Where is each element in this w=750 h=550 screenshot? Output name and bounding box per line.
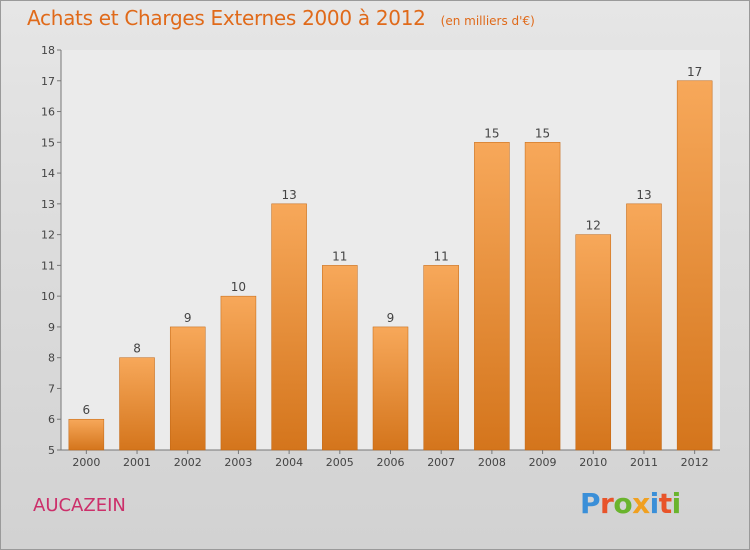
data-label: 17 <box>687 65 702 79</box>
bar <box>220 295 257 451</box>
x-tick-label: 2004 <box>275 456 303 469</box>
data-label: 15 <box>535 126 550 140</box>
data-label: 11 <box>434 249 449 263</box>
chart-title: Achats et Charges Externes 2000 à 2012 (… <box>27 6 535 30</box>
proxiti-logo: Proxiti <box>580 487 681 520</box>
data-label: 9 <box>184 311 192 325</box>
y-tick-label: 12 <box>41 229 55 242</box>
logo-letter: i <box>649 487 660 520</box>
y-tick-label: 13 <box>41 198 55 211</box>
logo-letter: i <box>671 487 682 520</box>
chart-title-unit: (en milliers d'€) <box>440 14 535 28</box>
data-label: 12 <box>586 219 601 233</box>
y-tick-label: 6 <box>48 413 55 426</box>
x-tick-label: 2007 <box>427 456 455 469</box>
bar <box>119 357 155 451</box>
x-tick-label: 2002 <box>174 456 202 469</box>
x-tick-label: 2008 <box>478 456 506 469</box>
x-tick-label: 2012 <box>681 456 709 469</box>
x-tick-label: 2009 <box>529 456 557 469</box>
data-label: 13 <box>636 188 651 202</box>
y-tick-label: 8 <box>48 352 55 365</box>
bar <box>575 234 612 451</box>
y-tick-label: 5 <box>48 444 55 457</box>
data-label: 15 <box>484 126 499 140</box>
x-tick-label: 2001 <box>123 456 151 469</box>
bar <box>68 418 105 451</box>
commune-name: AUCAZEIN <box>33 495 126 516</box>
x-tick-label: 2011 <box>630 456 658 469</box>
data-label: 10 <box>231 280 246 294</box>
bar <box>626 203 662 451</box>
logo-letter: r <box>600 487 614 520</box>
chart-title-main: Achats et Charges Externes 2000 à 2012 <box>27 6 426 30</box>
plot-area: 5 6 7 8 9 10 11 12 13 14 15 16 17 18 2000 6 2001 8 2002 9 20… <box>41 44 720 469</box>
logo-letter: x <box>632 487 650 520</box>
data-label: 13 <box>281 188 296 202</box>
bar <box>423 265 459 451</box>
y-tick-label: 17 <box>41 75 55 88</box>
bar <box>524 142 561 451</box>
y-tick-label: 7 <box>48 382 55 395</box>
y-tick-label: 15 <box>41 136 55 149</box>
x-tick-label: 2003 <box>224 456 252 469</box>
x-tick-label: 2006 <box>377 456 405 469</box>
bar <box>271 203 307 451</box>
data-label: 6 <box>83 403 91 417</box>
data-label: 8 <box>133 342 141 356</box>
bar <box>676 80 713 451</box>
y-tick-label: 18 <box>41 44 55 57</box>
y-tick-label: 11 <box>41 259 55 272</box>
logo-letter: t <box>658 487 672 520</box>
logo-letter: o <box>613 487 633 520</box>
x-tick-label: 2000 <box>72 456 100 469</box>
data-label: 11 <box>332 249 347 263</box>
y-tick-label: 16 <box>41 106 55 119</box>
data-label: 9 <box>387 311 395 325</box>
bar <box>474 142 510 451</box>
x-tick-label: 2005 <box>326 456 354 469</box>
logo-letter: P <box>580 487 601 520</box>
bar <box>322 265 358 451</box>
y-tick-label: 14 <box>41 167 55 180</box>
y-tick-label: 9 <box>48 321 55 334</box>
bar <box>169 326 206 451</box>
y-tick-label: 10 <box>41 290 55 303</box>
x-tick-label: 2010 <box>579 456 607 469</box>
bar <box>372 326 409 451</box>
